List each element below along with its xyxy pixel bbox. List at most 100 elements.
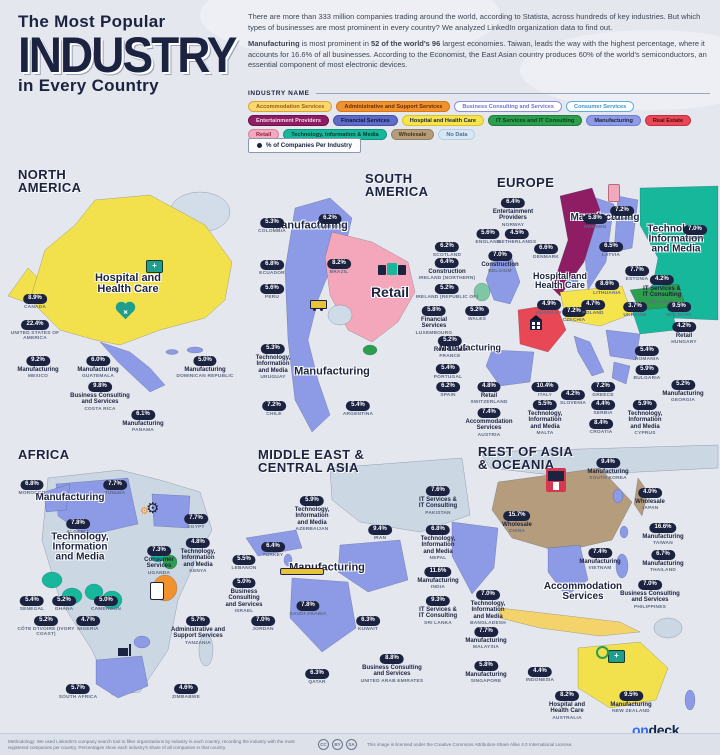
country-label: SWEDEN (583, 225, 607, 230)
percent-badge: 7.0% (476, 590, 500, 600)
country-entry: 7.0% JORDAN (251, 608, 275, 632)
country-entry: 7.3% Consumer Services UGANDA (144, 538, 174, 576)
legend-pill: Entertainment Providers (248, 115, 329, 126)
country-entry: 5.2% GHANA (52, 588, 76, 612)
country-entry: 15.7% Wholesale CHINA (502, 503, 532, 535)
percent-badge: 7.7% (103, 480, 127, 490)
country-entry: 5.9% Technology, Information and Media AZE… (295, 488, 329, 532)
percent-badge: 5.4% (436, 364, 460, 374)
country-label: TUNISIA (104, 491, 126, 496)
percent-badge: 9.5% (667, 302, 691, 312)
industry-label: Technology, Information and Media (180, 549, 216, 568)
country-entry: 9.3% IT Services & IT Consulting SRI LANKA (419, 588, 457, 626)
legend-pill: Real Estate (644, 115, 692, 126)
country-label: NEW ZEALAND (612, 709, 650, 715)
percent-badge: 6.4% (261, 542, 285, 552)
percent-badge: 9.5% (619, 691, 643, 701)
country-entry: 16.6% Manufacturing TAIWAN (642, 515, 684, 547)
percent-badge: 15.7% (503, 511, 531, 521)
cc-sa-icon: SA (346, 739, 357, 750)
country-entry: 4.8% Retail SWITZERLAND (470, 374, 507, 406)
percent-badge: 5.8% (583, 214, 607, 224)
country-label: COLOMBIA (258, 229, 286, 234)
percent-badge: 5.2% (671, 380, 695, 390)
percent-badge: 4.4% (591, 400, 615, 410)
intro-text: There are more than 333 million companie… (248, 12, 710, 77)
country-entry: 9.4% Manufacturing SOUTH KOREA (587, 450, 629, 482)
country-entry: 5.4% SENEGAL (20, 588, 45, 612)
percent-badge: 5.5% (533, 400, 557, 410)
percent-badge: 6.4% (435, 258, 459, 268)
industry-label: Manufacturing (587, 469, 629, 475)
percent-badge: 6.6% (534, 244, 558, 254)
country-entry: 5.0% CAMEROON (91, 588, 121, 612)
title-block: The Most Popular INDUSTRY in Every Count… (18, 12, 237, 96)
background-cloud (520, 30, 720, 110)
country-label: VIETNAM (588, 566, 612, 572)
medkit-icon: + (146, 260, 163, 273)
percent-badge: 6.2% (318, 214, 342, 224)
country-label: TAIWAN (653, 541, 673, 547)
section-title-europe: EUROPE (497, 175, 555, 190)
country-label: SLOVENIA (559, 401, 587, 406)
country-label: CÔTE D'IVOIRE (IVORY COAST) (17, 627, 75, 638)
percent-badge: 9.4% (596, 458, 620, 468)
country-label: GHANA (54, 607, 74, 612)
industry-label: Technology, Information and Media (420, 536, 456, 555)
industry-label: Financial Services (420, 317, 447, 330)
country-label: URUGUAY (260, 374, 286, 380)
legend-pill: Hospital and Health Care (401, 115, 485, 126)
percent-badge: 8.9% (23, 294, 47, 304)
industry-label: IT Services & IT Consulting (418, 497, 458, 510)
percent-badge: 8.6% (595, 280, 619, 290)
country-label: LITHUANIA (593, 291, 621, 296)
country-entry: 3.7% UKRAINE (623, 294, 647, 318)
country-entry: 4.5% NETHERLANDS (498, 221, 536, 245)
industry-region-label: Technology, Information and Media (647, 223, 705, 256)
country-label: TURKEY (262, 553, 284, 558)
country-entry: 4.2% SLOVENIA (560, 382, 586, 406)
legend-pill: Business Consulting and Services (454, 101, 563, 112)
industry-label: Technology, Information and Media (255, 355, 291, 374)
percent-badge: 5.2% (465, 306, 489, 316)
legend-note: % of Companies Per Industry (266, 142, 352, 149)
percent-badge: 9.3% (426, 596, 450, 606)
percent-badge: 6.2% (435, 242, 459, 252)
country-label: THAILAND (649, 568, 677, 574)
pipeline-icon (280, 568, 324, 575)
country-entry: 5.7% Administrative and Support Services T… (171, 608, 225, 646)
country-label: SAUDI ARABIA (289, 612, 327, 617)
country-label: SENEGAL (19, 607, 45, 612)
percent-badge: 5.0% (94, 596, 118, 606)
industry-region-label: Manufacturing (272, 219, 348, 232)
country-label: CROATIA (589, 430, 613, 435)
percent-badge: 5.2% (435, 284, 459, 294)
country-label: GERMANY (536, 311, 562, 316)
country-entry: 9.2% Manufacturing MEXICO (17, 348, 59, 380)
industry-label: Retail (480, 393, 498, 399)
methodology-text: Methodology: We used LinkedIn's company … (8, 738, 295, 750)
country-entry: 8.2% BRAZIL (327, 251, 351, 275)
country-label: MALTA (536, 430, 554, 436)
country-label: SOUTH AFRICA (58, 695, 98, 700)
country-label: SWITZERLAND (470, 400, 508, 406)
section-title-middle-east-central-asia: MIDDLE EAST & CENTRAL ASIA (258, 447, 365, 476)
health-heart-icon: + (117, 303, 134, 320)
industry-label: Real Estate (433, 347, 467, 353)
shopping-bags-icon (378, 262, 407, 280)
country-entry: 7.4% Manufacturing VIETNAM (579, 540, 621, 572)
percent-badge: 16.6% (649, 523, 677, 533)
country-entry: 8.6% LITHUANIA (593, 272, 621, 296)
legend-rule (315, 93, 710, 94)
country-label: PHILIPPINES (633, 604, 667, 610)
percent-badge: 4.2% (672, 322, 696, 332)
title-line-1: The Most Popular (18, 12, 166, 31)
percent-badge: 4.2% (561, 390, 585, 400)
country-entry: 5.4% ARGENTINA (343, 393, 373, 417)
country-label: SERBIA (593, 411, 613, 416)
country-entry: 6.4% Construction IRELAND (NORTHERN) (419, 250, 476, 282)
gears-icon: ⚙ ⚙ (140, 500, 160, 517)
country-label: KUWAIT (357, 627, 379, 632)
industry-label: Entertainment Providers (492, 209, 534, 222)
